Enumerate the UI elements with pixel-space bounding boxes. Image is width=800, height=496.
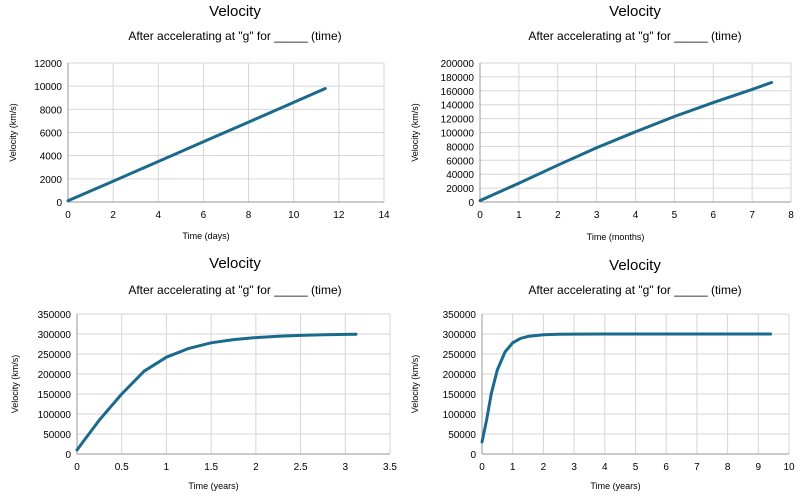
x-tick-label: 14 <box>378 210 390 221</box>
x-axis-label: Time (days) <box>182 231 229 241</box>
chart-panel-years-short: Velocity After accelerating at "g" for __… <box>0 248 400 496</box>
y-tick-label: 150000 <box>443 390 477 401</box>
x-tick-label: 3 <box>343 462 349 473</box>
series-line <box>75 332 358 452</box>
x-tick-label: 5 <box>672 210 678 221</box>
y-tick-label: 200000 <box>443 370 477 381</box>
x-tick-label: 2.5 <box>294 462 308 473</box>
x-tick-label: 1 <box>510 462 516 473</box>
chart-subtitle: After accelerating at "g" for _____ (tim… <box>128 283 341 297</box>
y-tick-label: 12000 <box>34 59 62 70</box>
chart-panel-months: Velocity After accelerating at "g" for __… <box>400 0 800 248</box>
y-tick-label: 8000 <box>40 105 63 116</box>
y-tick-label: 100000 <box>38 410 72 421</box>
y-tick-label: 200000 <box>38 370 72 381</box>
y-tick-label: 6000 <box>40 129 63 140</box>
chart-panel-years-long: Velocity After accelerating at "g" for __… <box>400 248 800 496</box>
x-tick-label: 3 <box>571 462 577 473</box>
y-tick-label: 300000 <box>443 330 477 341</box>
y-tick-label: 40000 <box>446 170 474 181</box>
x-tick-label: 0 <box>477 210 483 221</box>
y-tick-label: 20000 <box>446 184 474 195</box>
y-tick-label: 200000 <box>441 59 475 70</box>
chart-title: Velocity <box>609 3 661 20</box>
x-tick-label: 2 <box>555 210 561 221</box>
y-tick-label: 10000 <box>34 82 62 93</box>
x-tick-label: 4 <box>633 210 639 221</box>
x-tick-label: 0 <box>479 462 485 473</box>
x-tick-label: 3 <box>594 210 600 221</box>
chart-subtitle: After accelerating at "g" for _____ (tim… <box>528 29 741 43</box>
x-tick-label: 1.5 <box>204 462 218 473</box>
x-tick-label: 8 <box>725 462 731 473</box>
chart-svg-years-short: Velocity After accelerating at "g" for __… <box>10 255 397 491</box>
y-tick-label: 4000 <box>40 152 63 163</box>
x-tick-label: 2 <box>253 462 259 473</box>
y-tick-label: 350000 <box>443 310 477 321</box>
y-tick-label: 0 <box>65 450 71 461</box>
chart-svg-days: Velocity After accelerating at "g" for __… <box>8 3 390 241</box>
chart-subtitle: After accelerating at "g" for _____ (tim… <box>128 29 341 43</box>
chart-svg-years-long: Velocity After accelerating at "g" for __… <box>410 257 795 491</box>
x-tick-label: 4 <box>156 210 162 221</box>
chart-title: Velocity <box>209 255 261 272</box>
y-tick-label: 60000 <box>446 156 474 167</box>
y-tick-label: 300000 <box>38 330 72 341</box>
y-tick-label: 50000 <box>43 430 71 441</box>
x-tick-label: 4 <box>602 462 608 473</box>
x-tick-label: 2 <box>541 462 547 473</box>
x-tick-label: 7 <box>694 462 700 473</box>
series-line <box>478 81 774 203</box>
x-tick-label: 10 <box>783 462 795 473</box>
y-tick-label: 140000 <box>441 101 475 112</box>
x-tick-label: 10 <box>288 210 300 221</box>
y-tick-label: 0 <box>56 198 62 209</box>
x-tick-label: 3.5 <box>383 462 397 473</box>
y-tick-label: 160000 <box>441 87 475 98</box>
y-tick-label: 0 <box>468 198 474 209</box>
x-axis-label: Time (years) <box>590 481 640 491</box>
series-line <box>66 87 327 203</box>
x-tick-label: 1 <box>516 210 522 221</box>
x-axis-label: Time (months) <box>587 232 645 242</box>
chart-panel-days: Velocity After accelerating at "g" for __… <box>0 0 400 248</box>
y-axis-label: Velocity (km/s) <box>8 103 18 162</box>
x-tick-label: 5 <box>633 462 639 473</box>
y-tick-label: 0 <box>470 450 476 461</box>
y-axis-label: Velocity (km/s) <box>410 103 420 162</box>
x-tick-label: 12 <box>333 210 345 221</box>
x-tick-label: 8 <box>788 210 794 221</box>
y-tick-label: 250000 <box>443 350 477 361</box>
y-tick-label: 50000 <box>448 430 476 441</box>
chart-title: Velocity <box>209 3 261 20</box>
y-tick-label: 350000 <box>38 310 72 321</box>
y-tick-label: 180000 <box>441 73 475 84</box>
y-tick-label: 80000 <box>446 142 474 153</box>
y-axis-label: Velocity (km/s) <box>10 355 20 414</box>
x-tick-label: 1 <box>164 462 170 473</box>
y-tick-label: 150000 <box>38 390 72 401</box>
x-tick-label: 0 <box>65 210 71 221</box>
x-axis-label: Time (years) <box>188 481 238 491</box>
x-tick-label: 6 <box>663 462 669 473</box>
x-tick-label: 8 <box>246 210 252 221</box>
y-tick-label: 100000 <box>441 129 475 140</box>
series-line <box>480 332 773 444</box>
x-tick-label: 9 <box>756 462 762 473</box>
y-tick-label: 120000 <box>441 115 475 126</box>
x-tick-label: 6 <box>710 210 716 221</box>
x-tick-label: 6 <box>201 210 207 221</box>
y-tick-label: 100000 <box>443 410 477 421</box>
chart-subtitle: After accelerating at "g" for _____ (tim… <box>528 283 741 297</box>
x-tick-label: 0 <box>74 462 80 473</box>
chart-svg-months: Velocity After accelerating at "g" for __… <box>410 3 794 242</box>
chart-title: Velocity <box>609 257 661 274</box>
y-axis-label: Velocity (km/s) <box>410 355 420 414</box>
x-tick-label: 0.5 <box>115 462 129 473</box>
y-tick-label: 2000 <box>40 175 63 186</box>
x-tick-label: 7 <box>749 210 755 221</box>
y-tick-label: 250000 <box>38 350 72 361</box>
x-tick-label: 2 <box>110 210 116 221</box>
